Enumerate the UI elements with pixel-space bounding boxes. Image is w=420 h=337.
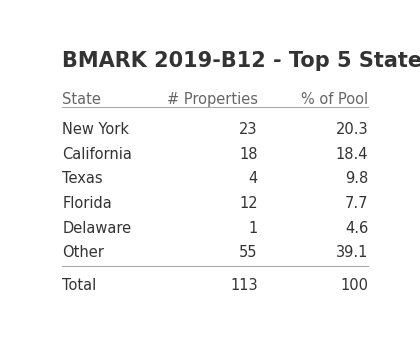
Text: 113: 113 — [230, 278, 257, 293]
Text: 18.4: 18.4 — [336, 147, 368, 162]
Text: 9.8: 9.8 — [345, 172, 368, 186]
Text: 4.6: 4.6 — [345, 221, 368, 236]
Text: Florida: Florida — [62, 196, 112, 211]
Text: 7.7: 7.7 — [345, 196, 368, 211]
Text: 1: 1 — [248, 221, 257, 236]
Text: State: State — [62, 92, 101, 108]
Text: Other: Other — [62, 245, 104, 261]
Text: BMARK 2019-B12 - Top 5 States: BMARK 2019-B12 - Top 5 States — [62, 51, 420, 71]
Text: # Properties: # Properties — [167, 92, 257, 108]
Text: 55: 55 — [239, 245, 257, 261]
Text: Total: Total — [62, 278, 97, 293]
Text: 12: 12 — [239, 196, 257, 211]
Text: Delaware: Delaware — [62, 221, 131, 236]
Text: 39.1: 39.1 — [336, 245, 368, 261]
Text: 18: 18 — [239, 147, 257, 162]
Text: 4: 4 — [248, 172, 257, 186]
Text: California: California — [62, 147, 132, 162]
Text: 20.3: 20.3 — [336, 122, 368, 137]
Text: % of Pool: % of Pool — [301, 92, 368, 108]
Text: Texas: Texas — [62, 172, 103, 186]
Text: 23: 23 — [239, 122, 257, 137]
Text: New York: New York — [62, 122, 129, 137]
Text: 100: 100 — [340, 278, 368, 293]
